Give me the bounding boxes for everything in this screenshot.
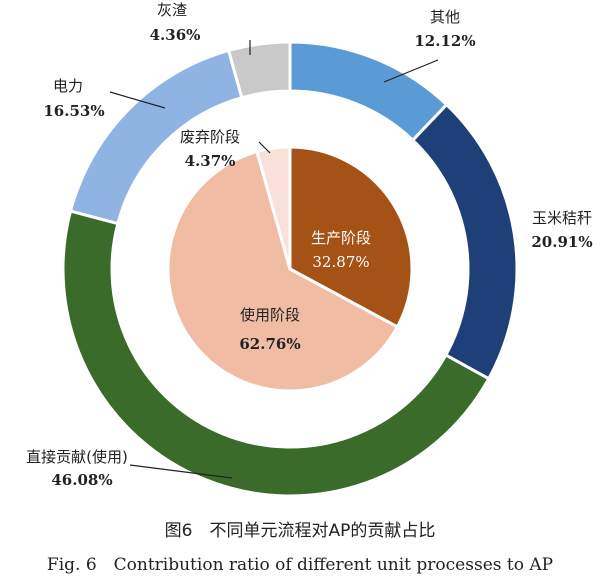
outer-ring — [61, 40, 519, 498]
label-straw-name: 玉米秸秆 — [532, 209, 592, 227]
label-straw-pct: 20.91% — [531, 233, 592, 251]
label-other-pct: 12.12% — [414, 32, 475, 50]
inner-pie-slice-1 — [166, 149, 400, 393]
label-power-name: 电力 — [53, 77, 83, 95]
leader-line-other — [383, 59, 439, 83]
figure-caption-cn: 图6 不同单元流程对AP的贡献占比 — [164, 521, 436, 541]
leader-line-direct — [129, 464, 233, 479]
label-direct-name: 直接贡献(使用) — [26, 448, 128, 466]
label-use-pct: 62.76% — [239, 335, 300, 353]
outer-ring-segment-2 — [61, 209, 491, 498]
label-production-pct: 32.87% — [312, 253, 369, 271]
outer-ring-segment-4 — [226, 40, 292, 100]
inner-pie-slice-2 — [255, 145, 292, 270]
label-production-name: 生产阶段 — [311, 229, 371, 247]
leader-line-disposal — [258, 141, 271, 154]
leader-line-power — [109, 91, 166, 109]
inner-pie — [166, 145, 414, 393]
outer-ring-segment-1 — [410, 102, 519, 381]
label-disposal-pct: 4.37% — [185, 152, 236, 170]
label-direct-pct: 46.08% — [51, 471, 112, 489]
label-ash-pct: 4.36% — [150, 26, 201, 44]
label-ash-name: 灰渣 — [157, 1, 187, 19]
figure-caption-en: Fig. 6 Contribution ratio of different u… — [46, 555, 554, 575]
label-other-name: 其他 — [430, 8, 460, 26]
outer-ring-segment-0 — [288, 40, 449, 143]
inner-pie-slice-0 — [288, 145, 414, 329]
label-use-name: 使用阶段 — [240, 306, 300, 324]
label-power-pct: 16.53% — [43, 102, 104, 120]
label-disposal-name: 废弃阶段 — [180, 128, 240, 146]
